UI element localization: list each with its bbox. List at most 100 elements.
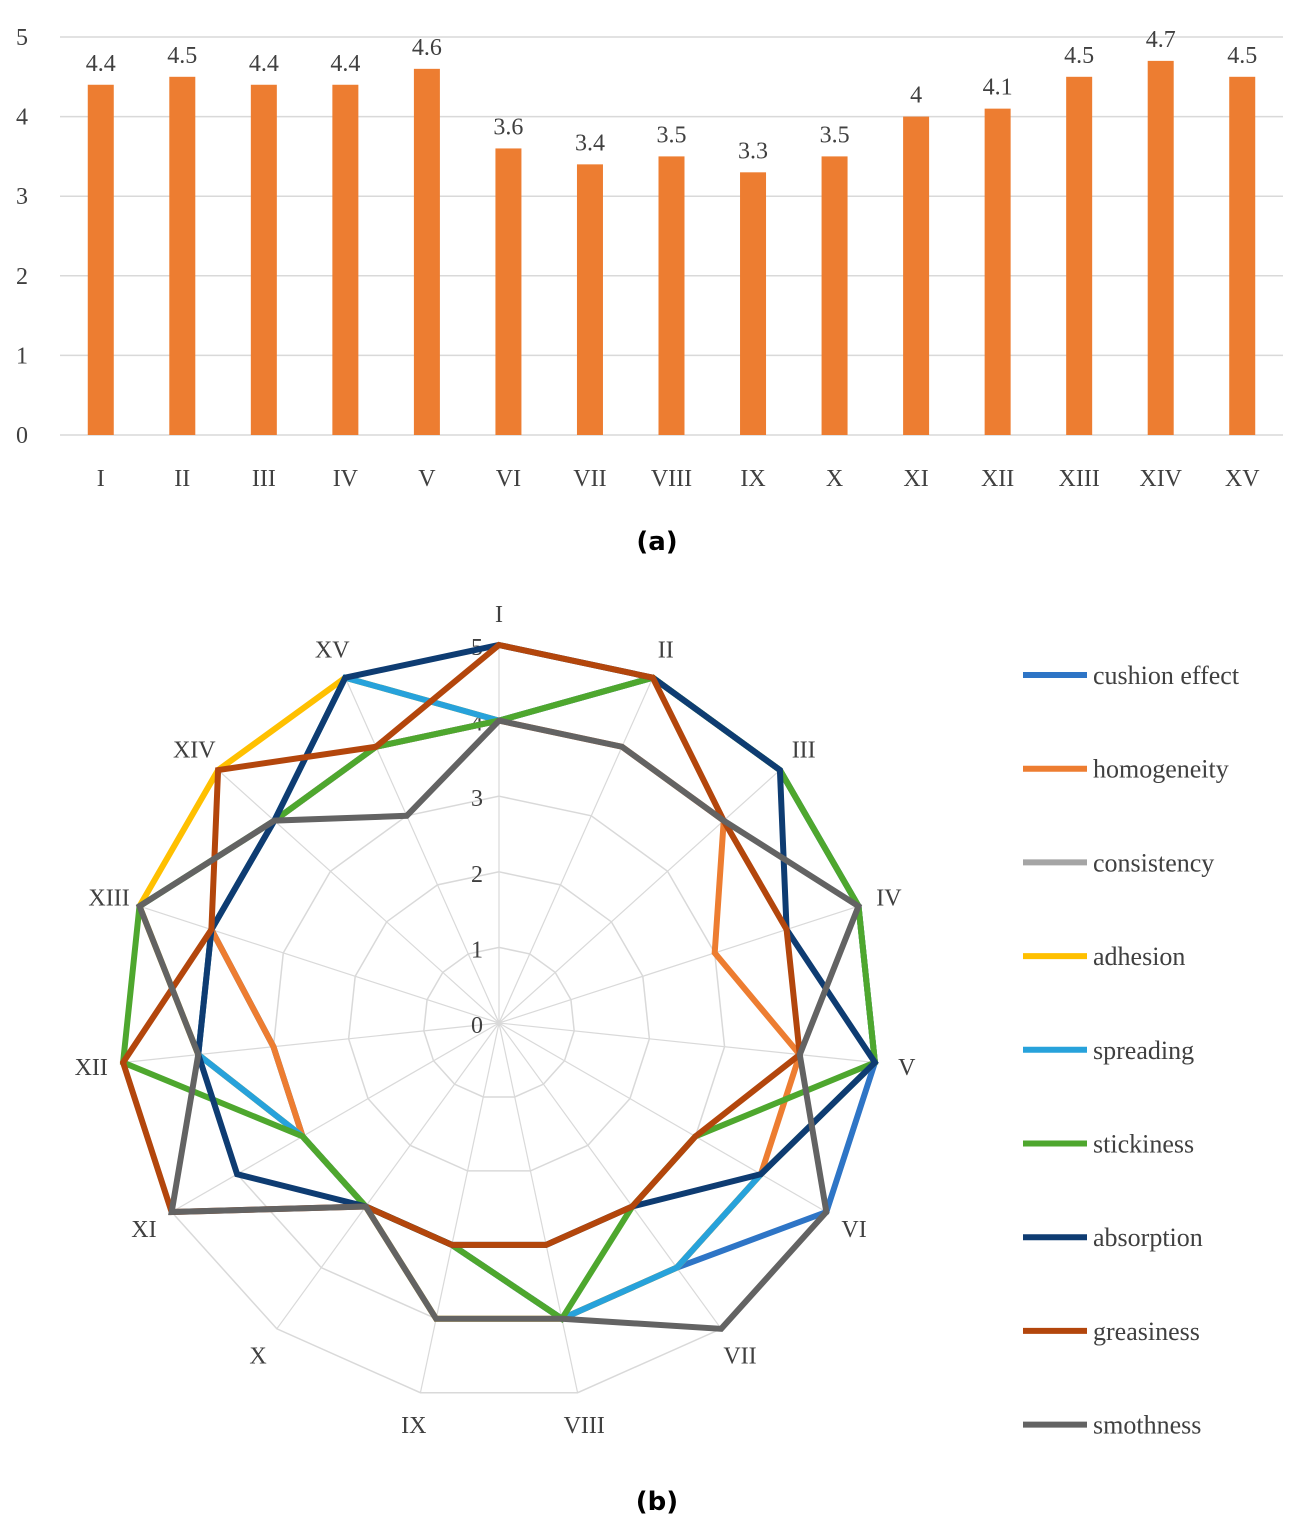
legend-label: greasiness	[1093, 1317, 1200, 1346]
radar-axis-label: XIV	[173, 738, 216, 764]
radar-axis-label: XV	[315, 637, 350, 663]
bar	[576, 164, 603, 436]
radar-ring	[423, 946, 575, 1098]
bar-data-label: 4.4	[249, 51, 279, 77]
bar	[87, 84, 114, 435]
caption-b: (b)	[636, 1487, 678, 1517]
bar-x-tick-label: XV	[1225, 466, 1260, 492]
bar-x-tick-label: XIII	[1059, 466, 1100, 492]
bar-x-tick-labels: I II III IV V VI VII VIII IX X XI XII XIII XIV XV	[97, 466, 1260, 492]
radar-spoke	[344, 677, 500, 1024]
bar	[740, 172, 767, 435]
bar-data-label: 4.4	[86, 51, 116, 77]
radar-axis-label: VII	[723, 1344, 756, 1370]
bar-y-tick-label: 1	[16, 343, 28, 369]
radar-ring-label: 1	[471, 937, 483, 963]
bar-data-label: 3.6	[493, 114, 523, 140]
bar	[1229, 76, 1256, 436]
legend-label: spreading	[1093, 1036, 1194, 1065]
bar-data-label: 4.6	[412, 35, 442, 61]
bar-data-label: 4.5	[1064, 43, 1094, 69]
bar-y-tick-label: 3	[16, 184, 28, 210]
radar-ring	[347, 871, 651, 1172]
radar-axis-label: VIII	[564, 1413, 605, 1439]
bar-data-label: 4.5	[167, 43, 197, 69]
radar-series-line	[135, 717, 863, 1332]
radar-axis-label: II	[658, 637, 674, 663]
radar-spoke	[498, 905, 859, 1024]
bar	[658, 156, 685, 435]
bar	[984, 108, 1011, 435]
bar-x-tick-label: VII	[573, 466, 606, 492]
radar-ring-label: 0	[471, 1013, 483, 1039]
bar-x-tick-label: VI	[496, 466, 521, 492]
bar-data-label: 3.3	[738, 138, 768, 164]
bar-data-label: 4.5	[1227, 43, 1257, 69]
radar-ring-label: 2	[471, 862, 483, 888]
radar-spoke	[123, 1022, 500, 1064]
bar-series	[87, 60, 1256, 436]
legend-label: cushion effect	[1093, 661, 1240, 690]
bar-data-label: 4.1	[983, 75, 1013, 101]
bar-y-tick-label: 2	[16, 264, 28, 290]
bar	[250, 84, 277, 435]
radar-axis-label: III	[792, 738, 816, 764]
bar	[903, 116, 930, 435]
bar-x-tick-label: I	[97, 466, 105, 492]
bar-data-label: 4.4	[330, 51, 360, 77]
bar	[1147, 60, 1174, 435]
bar-y-tick-labels: 0 1 2 3 4 5	[16, 25, 28, 449]
radar-spoke	[498, 1022, 722, 1330]
bar-x-tick-label: XII	[981, 466, 1014, 492]
bar-data-label: 4.7	[1146, 27, 1176, 53]
radar-spoke	[217, 769, 500, 1024]
bar-x-tick-label: V	[418, 466, 436, 492]
radar-legend: cushion effect homogeneity consistency adhe…	[1023, 661, 1240, 1440]
bar	[413, 68, 440, 435]
radar-axis-label: I	[495, 602, 503, 628]
radar-ring-label: 3	[471, 786, 483, 812]
bar	[169, 76, 196, 436]
radar-spoke	[498, 1022, 827, 1213]
bar-data-labels: 4.4 4.5 4.4 4.4 4.6 3.6 3.4 3.5 3.3 3.5 4 4.1 4.5 4.7…	[86, 27, 1257, 164]
bar-x-tick-label: III	[252, 466, 276, 492]
bar	[821, 156, 848, 435]
legend-label: stickiness	[1093, 1130, 1194, 1159]
bar-y-tick-label: 4	[16, 105, 28, 131]
radar-series	[119, 641, 879, 1332]
bar-x-tick-label: XIV	[1139, 466, 1182, 492]
radar-spoke	[276, 1022, 500, 1330]
radar-axis-label: XI	[131, 1217, 156, 1243]
legend-label: consistency	[1093, 848, 1214, 877]
caption-a: (a)	[636, 527, 677, 557]
radar-spoke	[498, 769, 781, 1024]
radar-series-line	[119, 641, 803, 1248]
radar-axis-label: XIII	[88, 885, 129, 911]
radar-axis-label: XII	[75, 1055, 108, 1081]
radar-spoke	[171, 1022, 500, 1213]
radar-spoke	[498, 1022, 875, 1064]
bar-x-tick-label: VIII	[651, 466, 692, 492]
bar-data-label: 4	[910, 83, 922, 109]
bar-x-tick-label: IX	[740, 466, 765, 492]
legend-label: absorption	[1093, 1223, 1203, 1252]
bar	[332, 84, 359, 435]
radar-axis-label: IX	[401, 1413, 426, 1439]
radar-spoke	[419, 1022, 500, 1393]
bar-data-label: 3.5	[657, 122, 687, 148]
radar-series-line	[195, 641, 879, 1248]
bar-x-tick-label: II	[174, 466, 190, 492]
radar-axis-label: VI	[841, 1217, 866, 1243]
legend-label: smothness	[1093, 1411, 1201, 1440]
bar	[1066, 76, 1093, 436]
radar-axis-label: V	[898, 1055, 916, 1081]
legend-label: adhesion	[1093, 942, 1185, 971]
bar-x-tick-label: IV	[333, 466, 359, 492]
radar-axis-label: IV	[876, 885, 902, 911]
bar-x-tick-label: XI	[903, 466, 928, 492]
